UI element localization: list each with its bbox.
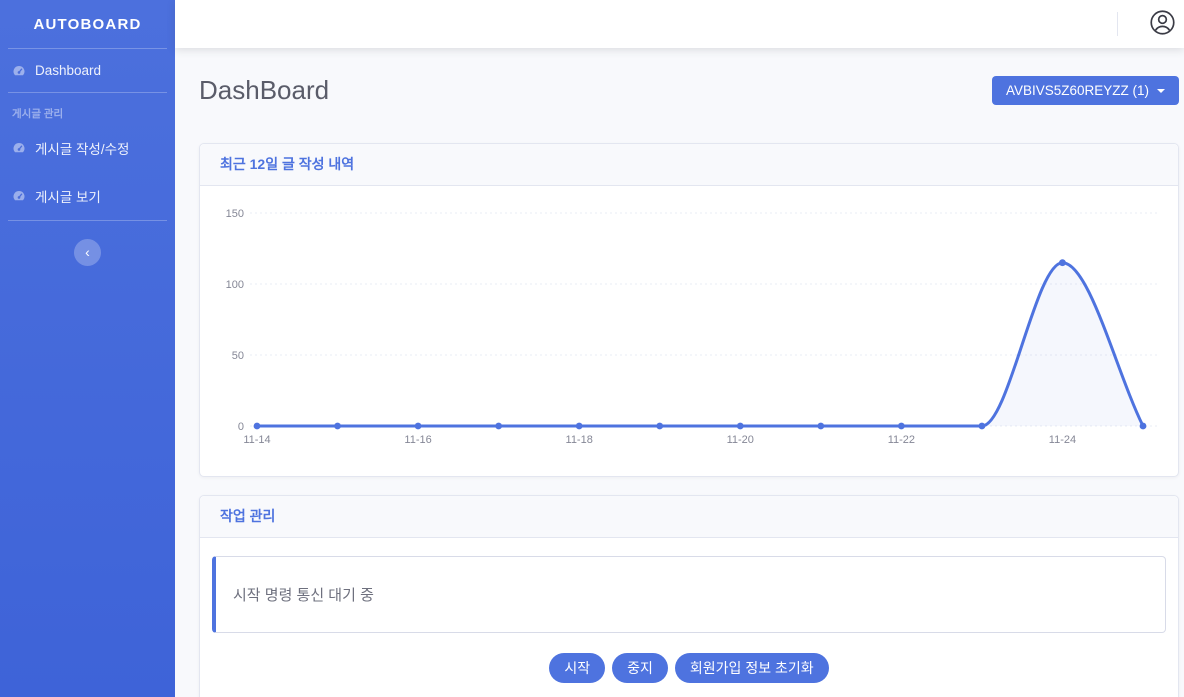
chevron-down-icon — [1157, 88, 1165, 93]
page-heading-row: DashBoard AVBIVS5Z60REYZZ (1) — [199, 75, 1179, 106]
chart-card-body: 0 50 100 150 11-14 11-16 11-18 11-20 11-22 11-24 — [200, 186, 1178, 476]
account-dropdown-button[interactable]: AVBIVS5Z60REYZZ (1) — [991, 76, 1179, 105]
svg-text:11-20: 11-20 — [727, 434, 754, 446]
svg-text:0: 0 — [238, 421, 244, 433]
sidebar-item-post-view[interactable]: 게시글 보기 — [0, 172, 175, 220]
stop-button[interactable]: 중지 — [612, 653, 668, 683]
svg-text:11-24: 11-24 — [1049, 434, 1076, 446]
posts-line-chart: 0 50 100 150 11-14 11-16 11-18 11-20 11-22 11-24 — [226, 208, 1160, 446]
brand[interactable]: AUTOBOARD — [33, 15, 142, 33]
user-circle-icon — [1149, 9, 1176, 39]
tachometer-icon — [12, 141, 26, 155]
reset-signup-info-button[interactable]: 회원가입 정보 초기화 — [674, 653, 829, 683]
chevron-left-icon: ‹ — [85, 243, 90, 260]
sidebar-divider — [8, 92, 167, 93]
sidebar-collapse-button[interactable]: ‹ — [74, 239, 101, 266]
sidebar-item-label: 게시글 작성/수정 — [35, 142, 130, 157]
sidebar: AUTOBOARD Dashboard 게시글 관리 게시글 작성/수정 — [0, 0, 175, 697]
topbar — [175, 0, 1184, 48]
start-button[interactable]: 시작 — [549, 653, 606, 683]
chart-card-title: 최근 12일 글 작성 내역 — [200, 144, 1178, 186]
job-card-body: 시작 명령 통신 대기 중 시작 중지 회원가입 정보 초기화 — [200, 538, 1178, 697]
sidebar-item-dashboard[interactable]: Dashboard — [0, 49, 175, 92]
sidebar-item-label: 게시글 보기 — [35, 190, 101, 205]
svg-text:11-14: 11-14 — [243, 434, 270, 446]
job-card-title: 작업 관리 — [200, 496, 1178, 538]
job-management-card: 작업 관리 시작 명령 통신 대기 중 시작 중지 회원가입 정보 초기화 — [199, 495, 1179, 697]
page-content: DashBoard AVBIVS5Z60REYZZ (1) 최근 12일 글 작… — [175, 48, 1184, 697]
topbar-divider — [1117, 12, 1118, 36]
svg-text:11-18: 11-18 — [566, 434, 593, 446]
sidebar-divider — [8, 220, 167, 221]
user-menu-button[interactable] — [1149, 9, 1176, 39]
status-message: 시작 명령 통신 대기 중 — [233, 587, 374, 604]
svg-text:50: 50 — [232, 350, 244, 362]
sidebar-item-label: Dashboard — [35, 63, 102, 78]
sidebar-toggle-wrap: ‹ — [0, 239, 175, 266]
account-dropdown-label: AVBIVS5Z60REYZZ (1) — [1005, 83, 1149, 98]
svg-text:11-16: 11-16 — [404, 434, 431, 446]
page-title: DashBoard — [199, 75, 330, 105]
sidebar-divider — [8, 48, 167, 49]
svg-text:100: 100 — [226, 279, 244, 291]
svg-text:11-22: 11-22 — [888, 434, 915, 446]
tachometer-icon — [12, 64, 26, 78]
tachometer-icon — [12, 189, 26, 203]
status-message-box: 시작 명령 통신 대기 중 — [212, 556, 1166, 633]
recent-posts-chart-card: 최근 12일 글 작성 내역 0 50 100 150 11-14 11-16 11-18 1… — [199, 143, 1179, 477]
job-button-row: 시작 중지 회원가입 정보 초기화 — [212, 653, 1166, 683]
sidebar-section-heading: 게시글 관리 — [12, 108, 64, 120]
sidebar-item-post-edit[interactable]: 게시글 작성/수정 — [0, 124, 175, 172]
svg-text:150: 150 — [226, 208, 244, 220]
main-column: DashBoard AVBIVS5Z60REYZZ (1) 최근 12일 글 작… — [175, 0, 1184, 697]
